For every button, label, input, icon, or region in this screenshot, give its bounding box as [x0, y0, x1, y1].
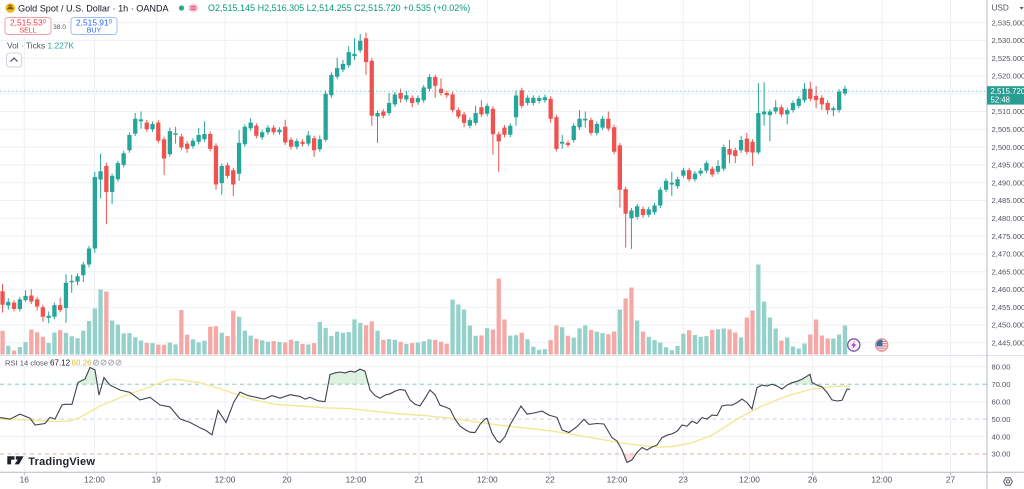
svg-text:12:00: 12:00 — [215, 475, 236, 485]
svg-text:USD: USD — [992, 4, 1009, 13]
svg-text:O2,515.145 H2,516.305 L2,514: O2,515.145 H2,516.305 L2,514.255 C2,515.… — [208, 3, 470, 13]
svg-text:Vol · Ticks 1.227K: Vol · Ticks 1.227K — [7, 41, 74, 51]
svg-text:2,500.000: 2,500.000 — [992, 143, 1024, 152]
svg-text:30.00: 30.00 — [992, 450, 1011, 459]
svg-text:2,480.000: 2,480.000 — [992, 214, 1024, 223]
svg-text:20: 20 — [282, 475, 292, 485]
svg-text:21: 21 — [414, 475, 424, 485]
svg-text:Gold Spot / U.S. Dollar · 1h ·: Gold Spot / U.S. Dollar · 1h · OANDA — [18, 3, 170, 13]
svg-text:2,520.000: 2,520.000 — [992, 72, 1024, 81]
svg-text:RSI 14 close: RSI 14 close — [5, 358, 48, 367]
svg-text:67.12: 67.12 — [50, 358, 71, 367]
svg-text:2,460.000: 2,460.000 — [992, 285, 1024, 294]
svg-text:2,445.000: 2,445.000 — [992, 339, 1024, 348]
svg-text:2,475.000: 2,475.000 — [992, 232, 1024, 241]
svg-text:80.00: 80.00 — [992, 363, 1011, 372]
svg-text:2,485.000: 2,485.000 — [992, 196, 1024, 205]
svg-text:60.26: 60.26 — [72, 358, 93, 367]
svg-text:12:00: 12:00 — [477, 475, 498, 485]
svg-text:2,515.530: 2,515.530 — [10, 17, 47, 27]
svg-text:16: 16 — [20, 475, 30, 485]
svg-text:60.00: 60.00 — [992, 397, 1011, 406]
svg-text:12:00: 12:00 — [84, 475, 105, 485]
svg-text:BUY: BUY — [87, 28, 102, 35]
svg-text:2,535.000: 2,535.000 — [992, 18, 1024, 27]
svg-text:70.00: 70.00 — [992, 380, 1011, 389]
svg-text:50.00: 50.00 — [992, 415, 1011, 424]
svg-text:2,510.000: 2,510.000 — [992, 107, 1024, 116]
svg-text:TradingView: TradingView — [28, 456, 95, 468]
svg-text:2,505.000: 2,505.000 — [992, 125, 1024, 134]
svg-text:2,495.000: 2,495.000 — [992, 161, 1024, 170]
svg-text:19: 19 — [152, 475, 162, 485]
svg-text:2,530.000: 2,530.000 — [992, 36, 1024, 45]
svg-text:26: 26 — [808, 475, 818, 485]
svg-text:12:00: 12:00 — [346, 475, 367, 485]
svg-text:2,450.000: 2,450.000 — [992, 321, 1024, 330]
svg-text:2,515.720: 2,515.720 — [991, 87, 1024, 96]
svg-text:2,525.000: 2,525.000 — [992, 54, 1024, 63]
svg-text:12:00: 12:00 — [871, 475, 892, 485]
svg-text:2,490.000: 2,490.000 — [992, 178, 1024, 187]
svg-text:40.00: 40.00 — [992, 432, 1011, 441]
svg-text:38.0: 38.0 — [53, 24, 66, 31]
svg-text:23: 23 — [679, 475, 689, 485]
svg-text:SELL: SELL — [19, 28, 36, 35]
svg-text:12:00: 12:00 — [607, 475, 628, 485]
svg-text:52:48: 52:48 — [991, 96, 1011, 105]
svg-text:2,465.000: 2,465.000 — [992, 267, 1024, 276]
svg-text:12:00: 12:00 — [739, 475, 760, 485]
svg-text:2,470.000: 2,470.000 — [992, 250, 1024, 259]
svg-text:27: 27 — [946, 475, 956, 485]
svg-text:22: 22 — [545, 475, 555, 485]
svg-text:2,455.000: 2,455.000 — [992, 303, 1024, 312]
svg-text:2,515.910: 2,515.910 — [76, 17, 113, 27]
